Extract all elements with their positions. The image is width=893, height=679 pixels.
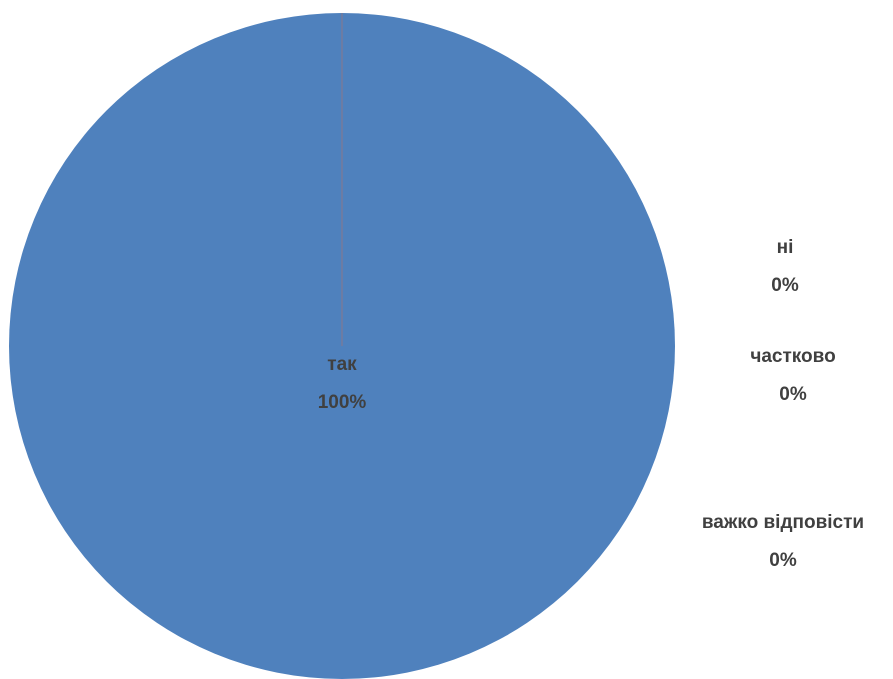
pie-slices xyxy=(9,13,675,679)
data-label-category: важко відповісти xyxy=(702,512,864,533)
data-label-4: важко відповісти 0% xyxy=(702,512,864,571)
data-label-category: частково xyxy=(750,346,835,367)
data-label-category: так xyxy=(327,354,357,375)
data-label-percent: 0% xyxy=(771,275,799,296)
data-label-1: так 100% xyxy=(318,354,367,413)
data-label-percent: 0% xyxy=(779,384,807,405)
data-label-category: ні xyxy=(777,237,794,258)
pie-data-labels: так 100% ні 0% частково 0% важко відповісти 0% xyxy=(318,237,864,571)
data-label-2: ні 0% xyxy=(771,237,799,296)
data-label-percent: 0% xyxy=(769,550,797,571)
data-label-percent: 100% xyxy=(318,392,367,413)
data-label-3: частково 0% xyxy=(750,346,835,405)
